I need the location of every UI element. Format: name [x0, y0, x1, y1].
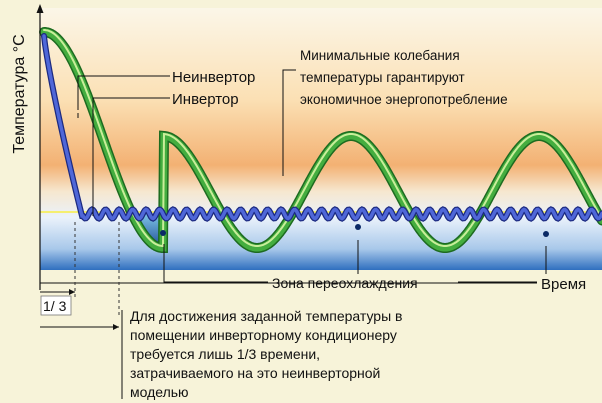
fluctuation-note-line-3: экономичное энергопотребление — [300, 92, 508, 107]
legend-non-inverter: Неинвертор — [172, 69, 255, 86]
legend-inverter: Инвертор — [172, 91, 239, 108]
note-line-3: требуется лишь 1/3 времени, — [130, 346, 320, 362]
inverter-curve — [42, 34, 602, 221]
overcooling-bracket-left — [163, 244, 268, 283]
note-line-5: моделью — [130, 384, 189, 400]
inverter-leader — [92, 97, 170, 216]
note-line-4: затрачиваемого на это неинверторной — [130, 365, 380, 381]
note-line-1: Для достижения заданной температуры в — [130, 308, 403, 324]
overcooling-zone-label: Зона переохлаждения — [272, 275, 418, 291]
non-inverter-leader — [77, 75, 170, 110]
x-axis-label: Время — [541, 276, 586, 293]
fluctuation-note-line-2: температуры гарантируют — [300, 70, 465, 85]
one-third-box — [40, 295, 72, 316]
y-axis-label: Температура °C — [11, 34, 28, 153]
minimum-marker-1 — [160, 230, 166, 236]
time-label-bg — [537, 274, 602, 294]
note-line-2: помещении инверторному кондиционеру — [130, 327, 397, 343]
one-third-arrow — [69, 289, 75, 295]
one-third-label: 1/ 3 — [43, 298, 67, 314]
full-time-arrow — [113, 324, 119, 330]
y-axis-arrow — [36, 4, 44, 13]
fluctuation-leader — [282, 69, 296, 176]
non-inverter-curve-highlight — [43, 29, 602, 247]
minimum-marker-2 — [355, 224, 361, 230]
minimum-marker-3 — [543, 231, 549, 237]
fluctuation-note-line-1: Минимальные колебания — [300, 48, 460, 63]
